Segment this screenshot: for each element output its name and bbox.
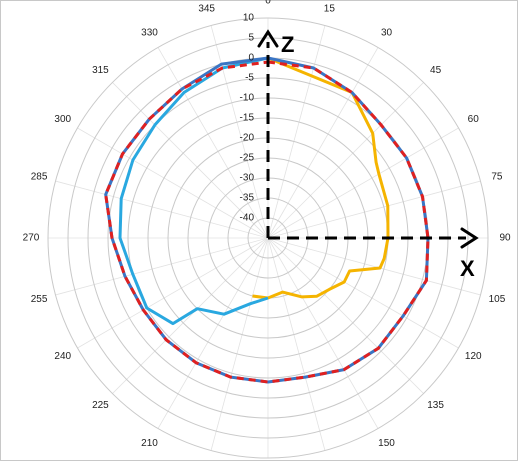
spoke-315 [112,82,269,239]
angle-label-135: 135 [427,400,444,411]
series-line-4 [104,60,430,384]
z-axis-label: Z [281,32,294,57]
spoke-285 [55,180,269,239]
angle-label-255: 255 [31,294,48,305]
angle-label-225: 225 [92,400,109,411]
angle-label-30: 30 [381,27,393,38]
spoke-210 [157,237,269,429]
radial-label--20: -20 [240,133,255,144]
radial-label-5: 5 [248,33,254,44]
radial-label--5: -5 [245,73,254,84]
series-line-2 [118,56,269,326]
spoke-225 [112,237,269,394]
angle-label-210: 210 [141,438,158,449]
angle-label-150: 150 [378,438,395,449]
spoke-300 [77,127,269,239]
spoke-135 [267,237,424,394]
radial-tick-labels: 10 5 0 -5 -10 -15 -20 -25 -30 -35 -40 [240,13,255,224]
radial-label-0: 0 [248,53,254,64]
series-line-3 [104,56,430,384]
spoke-150 [267,237,379,429]
angle-label-345: 345 [198,4,215,15]
spoke-120 [267,237,459,349]
angle-label-75: 75 [491,171,503,182]
spoke-60 [267,127,459,239]
angle-label-285: 285 [31,171,48,182]
spoke-330 [157,47,269,239]
angle-label-300: 300 [54,114,71,125]
angular-gridlines [48,18,488,458]
ring-10 [47,17,489,459]
spoke-30 [267,47,379,239]
spoke-345 [210,25,269,239]
radial-label--10: -10 [240,93,255,104]
series-line-1 [252,56,390,300]
angle-label-120: 120 [465,351,482,362]
angle-label-105: 105 [489,294,506,305]
angle-label-90: 90 [499,233,511,244]
series-layer [104,56,430,384]
spoke-105 [267,237,481,296]
spoke-45 [267,82,424,239]
axis-arrows: Z X [257,29,479,281]
radial-label--15: -15 [240,113,255,124]
radial-label--25: -25 [240,153,255,164]
spoke-255 [55,237,269,296]
angle-label-330: 330 [141,27,158,38]
spoke-240 [77,237,269,349]
radial-label--35: -35 [240,193,255,204]
spoke-75 [267,180,481,239]
spoke-165 [267,237,326,451]
ring-5 [67,37,469,439]
spoke-15 [267,25,326,239]
angle-label-315: 315 [92,65,109,76]
x-axis-arrowhead [460,227,479,249]
angle-label-270: 270 [23,233,40,244]
radial-label-10: 10 [243,13,255,24]
angle-label-0: 0 [265,0,271,7]
radial-label--30: -30 [240,173,255,184]
spoke-195 [210,237,269,451]
angle-label-240: 240 [54,351,71,362]
angle-label-45: 45 [430,65,442,76]
angle-label-15: 15 [324,4,336,15]
angle-label-60: 60 [468,114,480,125]
radial-label--40: -40 [240,213,255,224]
x-axis-label: X [460,256,475,281]
z-axis-arrowhead [257,29,279,48]
angle-tick-labels: 0153045607590105120135150165180195210225… [23,0,511,449]
